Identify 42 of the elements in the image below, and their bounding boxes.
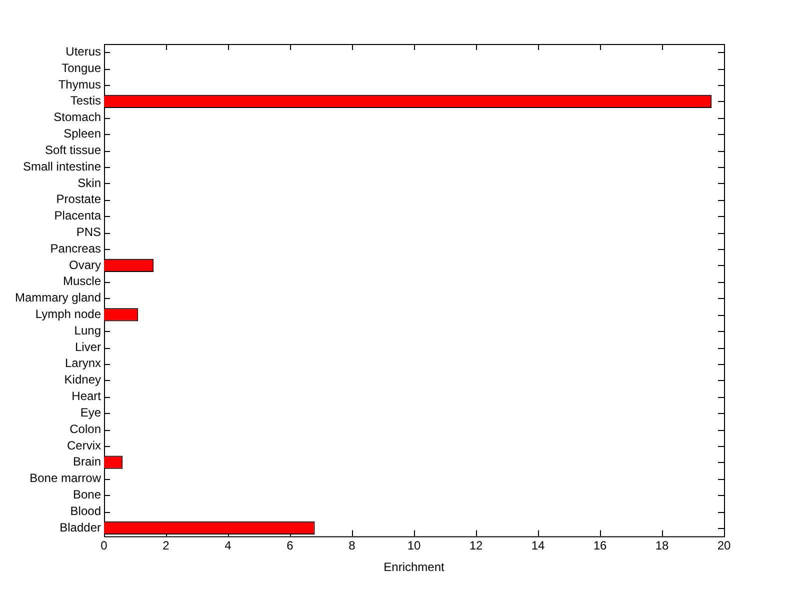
y-tick-label: Colon xyxy=(70,422,101,436)
y-tick-label: Small intestine xyxy=(22,159,102,174)
y-tick-label: Soft tissue xyxy=(44,142,102,157)
y-tick-label: Blood xyxy=(70,504,101,518)
y-tick-label: Thymus xyxy=(58,77,101,92)
y-tick-label: Tongue xyxy=(62,60,102,75)
x-tick-label: 18 xyxy=(655,538,669,553)
y-tick-label: Kidney xyxy=(64,372,101,387)
x-tick-label: 2 xyxy=(162,538,170,553)
x-tick-label: 12 xyxy=(469,538,483,553)
y-tick-label: PNS xyxy=(76,224,101,239)
y-tick-label: Testis xyxy=(70,94,101,108)
y-tick-label: Prostate xyxy=(56,192,102,206)
x-tick-label: 20 xyxy=(717,538,731,553)
y-tick-label: Stomach xyxy=(54,110,101,124)
y-tick-label: Skin xyxy=(78,176,101,190)
x-axis-title: Enrichment xyxy=(384,560,446,574)
y-tick-label: Brain xyxy=(72,454,101,469)
y-tick-label: Mammary gland xyxy=(14,290,101,305)
y-tick-label: Bone marrow xyxy=(30,471,102,486)
x-tick-label: 0 xyxy=(100,538,108,553)
x-tick-label: 8 xyxy=(348,538,356,553)
x-tick-label: 10 xyxy=(407,538,421,553)
x-tick-label: 14 xyxy=(531,538,545,553)
y-tick-label: Heart xyxy=(72,389,102,404)
y-tick-label: Uterus xyxy=(66,44,101,59)
y-tick-label: Bladder xyxy=(60,520,101,534)
y-tick-label: Ovary xyxy=(68,258,101,272)
x-tick-label: 4 xyxy=(224,538,232,553)
y-tick-label: Pancreas xyxy=(50,241,101,256)
y-tick-label: Larynx xyxy=(64,356,101,370)
y-tick-label: Muscle xyxy=(62,274,102,288)
y-tick-label: Lymph node xyxy=(35,307,102,322)
x-tick-label: 16 xyxy=(593,538,607,553)
y-tick-label: Liver xyxy=(74,340,101,354)
y-tick-label: Eye xyxy=(80,405,102,420)
x-tick-label: 6 xyxy=(286,538,294,553)
y-tick-label: Placenta xyxy=(54,208,102,223)
y-tick-label: Lung xyxy=(74,323,101,338)
y-tick-label: Cervix xyxy=(66,438,101,452)
y-tick-label: Spleen xyxy=(64,126,101,141)
y-tick-label: Bone xyxy=(72,487,102,502)
